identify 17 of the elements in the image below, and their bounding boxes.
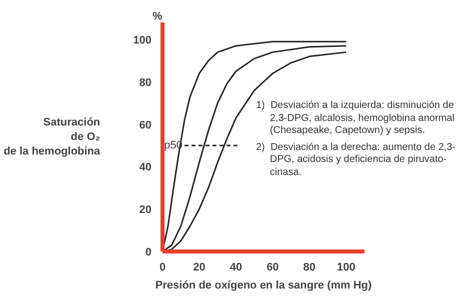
y-tick-label: 60 bbox=[139, 119, 152, 132]
y-tick-label: 100 bbox=[133, 34, 152, 46]
x-tick-label: 0 bbox=[159, 262, 166, 274]
y-tick-label: 40 bbox=[139, 162, 152, 174]
x-tick-label: 20 bbox=[193, 262, 206, 274]
x-tick-label: 60 bbox=[266, 262, 279, 274]
annotation: 1) Desviación a la izquierda: disminución de 2,3-DPG, alcalosis, hemoglobina anormal (Chesapeake, Capetown) y sepsis. bbox=[256, 100, 456, 138]
x-tick-label: 100 bbox=[336, 262, 356, 274]
y-axis-title: Saturación de O₂ de la hemoglobina bbox=[4, 116, 102, 158]
annotation: 2) Desviación a la derecha: aumento de 2,3- DPG, acidosis y deficiencia de piruvato- cinasa. bbox=[256, 142, 456, 179]
y-tick-label: 80 bbox=[139, 76, 152, 89]
x-tick-label: 40 bbox=[230, 262, 242, 274]
text: % bbox=[152, 10, 162, 22]
x-axis-title: Presión de oxígeno en la sangre (mm Hg) bbox=[155, 280, 372, 292]
y-tick-label: 0 bbox=[145, 246, 152, 258]
y-tick-label: 20 bbox=[139, 204, 152, 216]
x-tick-label: 80 bbox=[303, 262, 316, 274]
